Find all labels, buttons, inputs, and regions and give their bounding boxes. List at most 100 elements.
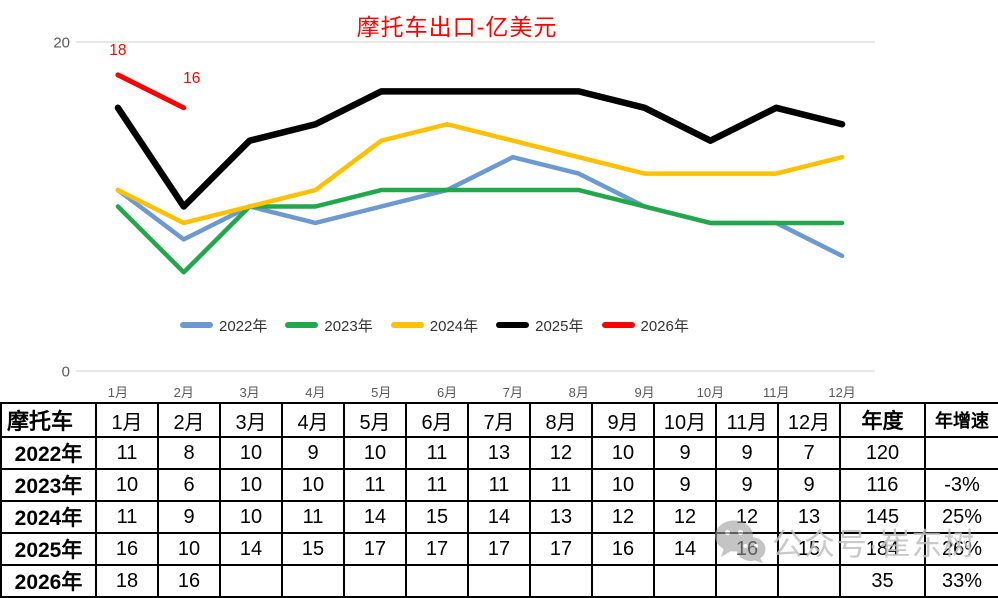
x-axis-month-label: 6月 xyxy=(437,385,457,400)
table-cell-month-value xyxy=(405,564,469,598)
table-month-header: 6月 xyxy=(405,402,469,438)
table-cell-month-value: 15 xyxy=(405,500,469,534)
table-cell-month-value: 16 xyxy=(95,532,159,566)
legend-swatch xyxy=(496,322,530,328)
table-row-2025年: 2025年 16 10 14 15 17 17 17 17 16 14 16 15 184 26% xyxy=(0,532,998,566)
chart-title: 摩托车出口-亿美元 xyxy=(356,14,558,40)
table-cell-month-value: 11 xyxy=(281,500,345,534)
table-cell-month-value: 9 xyxy=(715,468,779,502)
legend-label: 2025年 xyxy=(535,317,584,335)
series-line-2025年 xyxy=(114,88,846,210)
table-cell-month-value: 14 xyxy=(653,532,717,566)
table-cell-month-value: 17 xyxy=(343,532,407,566)
table-growth-header: 年增速 xyxy=(924,402,998,438)
table-cell-month-value: 7 xyxy=(777,436,841,470)
legend-label: 2022年 xyxy=(219,317,268,335)
table-cell-month-value: 9 xyxy=(157,500,221,534)
table-cell-month-value: 10 xyxy=(591,436,655,470)
table-cell-month-value: 11 xyxy=(467,468,531,502)
x-axis-month-label: 2月 xyxy=(174,385,194,400)
table-cell-month-value: 11 xyxy=(343,468,407,502)
series-line-2026年 xyxy=(115,72,187,111)
legend-label: 2023年 xyxy=(324,317,373,335)
table-month-header: 11月 xyxy=(715,402,779,438)
table-cell-annual-growth xyxy=(924,436,998,470)
table-month-header: 7月 xyxy=(467,402,531,438)
x-axis-month-label: 10月 xyxy=(697,385,724,400)
chart-plot-area: 20 0 1月 2月 3月 4月 5月 6月 7月 8月 9月 10月 11月 12月 18 16 xyxy=(53,35,875,400)
table-cell-month-value: 10 xyxy=(95,468,159,502)
table-cell-month-value xyxy=(715,564,779,598)
legend-item-2025年: 2025年 xyxy=(496,315,584,336)
table-cell-month-value xyxy=(653,564,717,598)
legend-item-2026年: 2026年 xyxy=(601,315,689,336)
x-axis-month-label: 5月 xyxy=(371,385,391,400)
table-cell-annual-growth: 25% xyxy=(924,500,998,534)
table-cell-month-value: 10 xyxy=(591,468,655,502)
table-cell-month-value: 14 xyxy=(467,500,531,534)
table-cell-month-value: 16 xyxy=(591,532,655,566)
table-cell-month-value: 11 xyxy=(405,468,469,502)
table-cell-month-value: 10 xyxy=(343,436,407,470)
table-cell-annual-total: 35 xyxy=(839,564,926,598)
x-axis-month-label: 3月 xyxy=(239,385,259,400)
series-line-2023年 xyxy=(115,187,845,275)
table-cell-annual-growth: 33% xyxy=(924,564,998,598)
table-month-header: 4月 xyxy=(281,402,345,438)
table-cell-month-value: 14 xyxy=(219,532,283,566)
table-cell-month-value: 9 xyxy=(281,436,345,470)
table-row-label: 2025年 xyxy=(0,532,97,566)
x-axis-month-label: 8月 xyxy=(569,385,589,400)
table-cell-month-value xyxy=(343,564,407,598)
y-axis-tick-label: 20 xyxy=(53,35,70,52)
x-axis-month-label: 12月 xyxy=(828,385,855,400)
data-label: 18 xyxy=(109,42,126,59)
legend-swatch xyxy=(180,322,213,328)
legend-swatch xyxy=(390,322,424,328)
x-axis-month-label: 4月 xyxy=(305,385,325,400)
table-cell-month-value xyxy=(219,564,283,598)
table-row-label: 2023年 xyxy=(0,468,97,502)
table-cell-month-value: 14 xyxy=(343,500,407,534)
table-month-header: 5月 xyxy=(343,402,407,438)
table-cell-month-value: 13 xyxy=(467,436,531,470)
table-corner-header: 摩托车 xyxy=(0,402,97,438)
table-cell-month-value: 9 xyxy=(715,436,779,470)
table-cell-month-value xyxy=(281,564,345,598)
table-cell-month-value: 16 xyxy=(715,532,779,566)
table-cell-month-value: 9 xyxy=(777,468,841,502)
table-cell-month-value: 12 xyxy=(529,436,593,470)
table-cell-month-value: 10 xyxy=(219,500,283,534)
chart-legend: 2022年 2023年 2024年 2025年 2026年 xyxy=(180,314,689,336)
table-cell-month-value: 11 xyxy=(95,500,159,534)
table-annual-header: 年度 xyxy=(839,402,926,438)
table-cell-month-value: 17 xyxy=(529,532,593,566)
legend-item-2023年: 2023年 xyxy=(285,315,373,336)
data-label: 16 xyxy=(183,70,200,87)
table-cell-month-value: 17 xyxy=(467,532,531,566)
table-month-header: 10月 xyxy=(653,402,717,438)
table-cell-annual-total: 120 xyxy=(839,436,926,470)
table-cell-month-value xyxy=(467,564,531,598)
table-row-label: 2022年 xyxy=(0,436,97,470)
table-month-header: 9月 xyxy=(591,402,655,438)
legend-swatch xyxy=(601,322,635,328)
table-cell-month-value: 10 xyxy=(281,468,345,502)
table-cell-month-value: 13 xyxy=(777,500,841,534)
table-cell-month-value: 16 xyxy=(157,564,221,598)
table-cell-annual-growth: -3% xyxy=(924,468,998,502)
table-cell-month-value: 13 xyxy=(529,500,593,534)
table-cell-annual-total: 116 xyxy=(839,468,926,502)
table-month-header: 12月 xyxy=(777,402,841,438)
table-cell-month-value: 9 xyxy=(653,436,717,470)
table-cell-month-value: 12 xyxy=(715,500,779,534)
table-cell-month-value: 8 xyxy=(157,436,221,470)
legend-item-2022年: 2022年 xyxy=(180,315,267,336)
table-row-2026年: 2026年 18 16 35 33% xyxy=(0,564,998,598)
table-cell-month-value xyxy=(591,564,655,598)
data-table: 摩托车 1月 2月 3月 4月 5月 6月 7月 8月 9月 10月 11月 12月 年度 年增速 2022年… xyxy=(0,402,998,598)
y-axis-tick-label: 0 xyxy=(62,364,70,381)
table-cell-month-value: 12 xyxy=(653,500,717,534)
table-cell-month-value: 11 xyxy=(95,436,159,470)
table-row-2023年: 2023年 10 6 10 10 11 11 11 11 10 9 9 9 116 -3% xyxy=(0,468,998,502)
